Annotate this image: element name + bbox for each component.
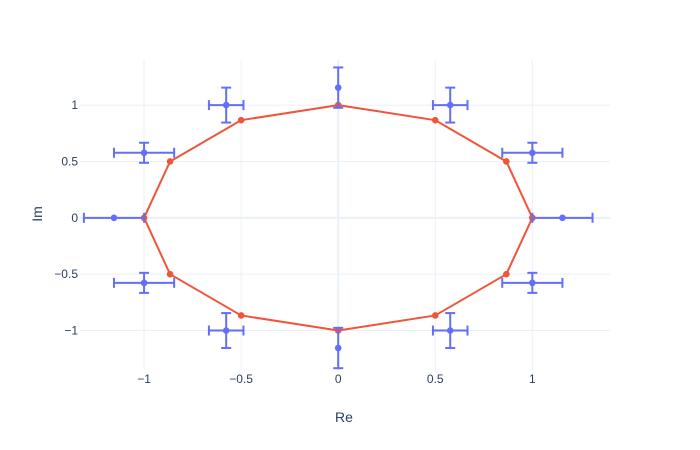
data-point [237,312,245,319]
data-point [503,158,510,165]
y-tick-label: 0.5 [61,154,78,168]
y-axis-ticks: −1 −0.5 0 0.5 1 [54,98,78,337]
data-point [334,84,342,91]
data-point [431,312,439,319]
data-point [140,279,148,287]
y-tick-label: −0.5 [54,267,78,281]
x-tick-label: −1 [137,372,151,386]
data-point [166,158,174,165]
zero-lines [80,60,610,370]
data-point [503,270,510,278]
data-point [334,344,342,352]
x-tick-label: 0 [335,372,342,386]
data-point [140,149,148,157]
y-tick-label: −1 [64,324,78,338]
y-axis-title: Im [29,206,45,222]
data-point [446,101,454,109]
data-point [559,214,566,222]
data-point [222,101,230,109]
data-point [529,149,536,157]
x-axis-title: Re [335,409,353,425]
y-tick-label: 0 [71,211,78,225]
x-axis-ticks: −1 −0.5 0 0.5 1 [137,372,536,386]
data-point [222,327,230,334]
y-tick-label: 1 [71,98,78,112]
data-point [166,270,174,278]
x-tick-label: 0.5 [427,372,444,386]
plot-area [82,66,594,370]
x-tick-label: 1 [529,372,536,386]
x-tick-label: −0.5 [229,372,253,386]
data-point [446,327,454,334]
data-point [110,214,118,222]
data-point [529,279,536,287]
data-point [431,116,439,124]
data-point [237,116,245,124]
